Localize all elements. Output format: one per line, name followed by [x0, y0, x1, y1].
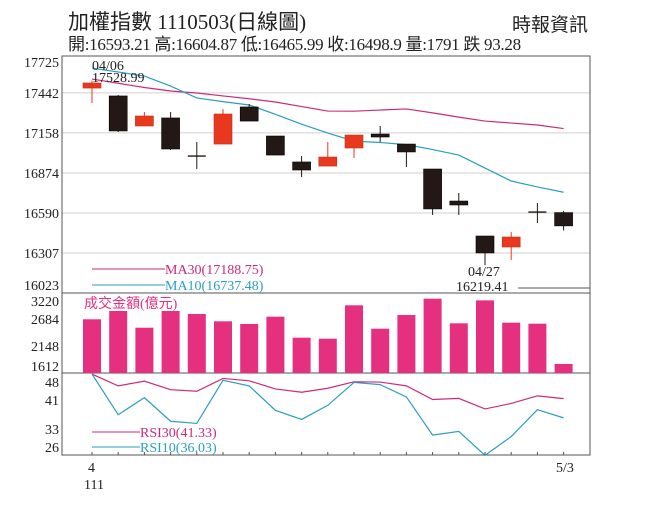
price-tick-label: 17725 — [24, 56, 59, 71]
rsi30-line — [91, 373, 564, 410]
rsi-tick-label: 48 — [45, 376, 59, 391]
rsi-tick-label: 33 — [45, 423, 59, 438]
volume-tick-label: 1612 — [31, 360, 59, 375]
rsi10-line — [91, 373, 564, 457]
volume-bar — [214, 321, 232, 373]
price-tick-label: 17158 — [24, 127, 59, 142]
volume-bar — [449, 323, 468, 373]
candle-body-up — [135, 115, 154, 127]
candle — [554, 210, 573, 231]
candle — [397, 143, 416, 168]
price-tick-label: 16590 — [24, 207, 59, 222]
candle — [344, 134, 364, 159]
rsi-panel: RSI30(41.33)RSI10(36.03) — [91, 373, 564, 457]
candle — [108, 94, 128, 132]
candle-body-down — [449, 200, 469, 206]
rsi-tick-label: 26 — [45, 441, 59, 456]
candle-body-up — [82, 82, 102, 89]
legend-ma10-label: MA10(16737.48) — [165, 279, 264, 294]
chart-title: 加權指數 1110503(日線圖) — [68, 10, 307, 34]
candle — [475, 235, 495, 266]
volume-bar — [554, 363, 573, 373]
candle — [135, 112, 154, 127]
candle-body-down — [292, 161, 311, 171]
legend-rsi10-label: RSI10(36.03) — [140, 441, 217, 456]
candle — [82, 80, 102, 104]
candle — [318, 141, 338, 167]
volume-bar — [476, 300, 494, 373]
volume-bar — [292, 337, 311, 373]
plot-border — [61, 55, 591, 456]
candle — [423, 168, 442, 216]
ma10-line — [91, 67, 564, 193]
volume-bar — [397, 315, 416, 373]
candle — [528, 203, 547, 224]
candle — [187, 141, 206, 170]
candle-body-down — [266, 135, 285, 156]
volume-bar — [318, 338, 337, 373]
legend-rsi30-label: RSI30(41.33) — [140, 426, 217, 441]
candle-body-down — [370, 133, 390, 138]
candle — [213, 109, 233, 145]
volume-tick-label: 2148 — [31, 340, 59, 355]
candle — [161, 112, 180, 150]
annotation-high-value: 17528.99 — [92, 71, 145, 86]
candle-body-up — [318, 156, 338, 167]
candle — [370, 126, 390, 142]
volume-bar — [266, 316, 285, 373]
candle-body-up — [213, 113, 233, 145]
candle-body-up — [344, 134, 364, 149]
candle — [501, 232, 521, 260]
volume-bar — [135, 327, 154, 373]
annotation-low-date: 04/27 — [468, 265, 500, 280]
volume-bar — [528, 323, 547, 373]
candle — [292, 156, 311, 178]
x-start-label: 4 — [88, 461, 95, 476]
volume-bar — [83, 319, 101, 373]
legend-ma30-label: MA30(17188.75) — [165, 263, 264, 278]
ma30-line — [91, 78, 564, 130]
price-tick-label: 16023 — [24, 279, 59, 294]
price-tick-label: 16874 — [24, 167, 59, 182]
price-tick-label: 16307 — [24, 247, 59, 262]
annotation-low-value: 16219.41 — [456, 280, 509, 295]
volume-tick-label: 2684 — [31, 313, 59, 328]
volume-tick-label: 3220 — [31, 295, 59, 310]
volume-label: 成交金額(億元) — [84, 295, 178, 312]
candle — [449, 193, 469, 216]
annotation-high-date: 04/06 — [92, 59, 124, 74]
candle-body-up — [501, 236, 521, 248]
candle — [239, 104, 259, 122]
candle-body-down — [554, 212, 573, 227]
volume-bar — [187, 314, 206, 373]
candle-body-down — [423, 168, 442, 210]
price-tick-label: 17442 — [24, 87, 59, 102]
candle — [266, 135, 285, 156]
volume-bar — [161, 310, 180, 373]
x-year-label: 111 — [84, 478, 104, 493]
x-end-label: 5/3 — [556, 461, 574, 476]
volume-bar — [345, 305, 363, 373]
volume-bar — [371, 328, 390, 373]
volume-bar — [423, 298, 442, 373]
price-summary: 開:16593.21 高:16604.87 低:16465.99 收:16498… — [68, 35, 521, 54]
volume-bar — [502, 322, 521, 373]
volume-bar — [109, 310, 128, 373]
candle-body-down — [161, 117, 180, 150]
candle-body-down — [475, 235, 495, 254]
source-label: 時報資訊 — [512, 15, 589, 36]
candle-body-down — [108, 95, 128, 132]
candle-body-down — [397, 143, 416, 153]
rsi-tick-label: 41 — [45, 394, 59, 409]
volume-bar — [240, 323, 259, 373]
candle-body-down — [239, 106, 259, 122]
volume-panel: 成交金額(億元) — [83, 295, 573, 373]
